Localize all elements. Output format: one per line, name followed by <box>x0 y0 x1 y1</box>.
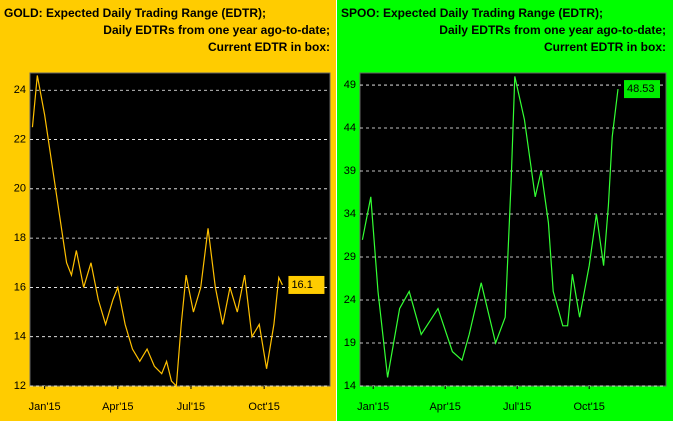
title-line: Daily EDTRs from one year ago-to-date; <box>103 23 330 37</box>
current-label: 48.53 <box>627 83 655 95</box>
y-tick-label: 49 <box>344 79 356 91</box>
y-tick-label: 39 <box>344 165 356 177</box>
y-tick-label: 16 <box>14 281 26 293</box>
title-line: GOLD: Expected Daily Trading Range (EDTR… <box>4 6 266 20</box>
x-tick-label: Jan'15 <box>357 401 389 413</box>
y-tick-label: 20 <box>14 183 26 195</box>
y-tick-label: 14 <box>344 380 356 392</box>
x-tick-label: Jul'15 <box>503 401 531 413</box>
y-tick-label: 19 <box>344 337 356 349</box>
x-tick-label: Apr'15 <box>429 401 460 413</box>
title-line: Current EDTR in box: <box>544 40 666 54</box>
y-tick-label: 44 <box>344 122 356 134</box>
y-tick-label: 12 <box>14 380 26 392</box>
line-series <box>361 76 619 378</box>
y-tick-label: 22 <box>14 133 26 145</box>
title-line: Current EDTR in box: <box>208 40 330 54</box>
x-tick-label: Jan'15 <box>29 401 61 413</box>
y-tick-label: 24 <box>14 84 26 96</box>
title-line: Daily EDTRs from one year ago-to-date; <box>439 23 666 37</box>
y-tick-label: 14 <box>14 331 26 343</box>
line-series <box>31 75 283 388</box>
y-tick-label: 18 <box>14 232 26 244</box>
current-box <box>288 275 325 294</box>
x-tick-label: Oct'15 <box>248 401 279 413</box>
title-line: SPOO: Expected Daily Trading Range (EDTR… <box>341 6 603 20</box>
x-tick-label: Oct'15 <box>573 401 604 413</box>
current-box <box>624 80 660 99</box>
x-tick-label: Apr'15 <box>102 401 133 413</box>
y-tick-label: 24 <box>344 294 356 306</box>
y-tick-label: 29 <box>344 251 356 263</box>
x-tick-label: Jul'15 <box>177 401 205 413</box>
current-label: 16.1 <box>291 279 312 291</box>
y-tick-label: 34 <box>344 208 356 220</box>
